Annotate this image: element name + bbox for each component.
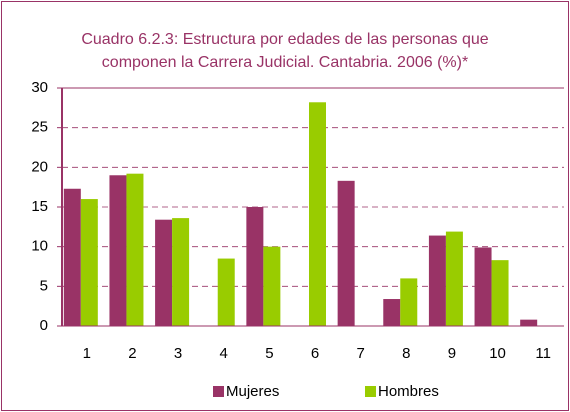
legend-swatch [213, 386, 224, 397]
bar [172, 218, 190, 326]
x-tick-label: 9 [448, 345, 456, 362]
y-tick-label: 5 [40, 277, 48, 294]
bar [217, 258, 235, 326]
bar [63, 188, 81, 326]
x-tick-label: 6 [311, 345, 319, 362]
x-tick-label: 1 [83, 345, 91, 362]
bar [445, 231, 463, 326]
x-tick-label: 7 [356, 345, 364, 362]
y-tick-label: 15 [31, 198, 48, 215]
x-tick-label: 2 [128, 345, 136, 362]
bar [126, 173, 144, 326]
chart-title: Cuadro 6.2.3: Estructura por edades de l… [81, 31, 489, 71]
x-tick-label: 5 [265, 345, 273, 362]
legend-label: Hombres [378, 383, 439, 400]
bar [400, 278, 418, 326]
bar [246, 207, 264, 326]
bar [520, 319, 538, 326]
legend-swatch [365, 386, 376, 397]
bar [109, 175, 127, 326]
bar [337, 180, 355, 326]
legend-label: Mujeres [226, 383, 279, 400]
bar [155, 219, 173, 326]
y-tick-label: 20 [31, 158, 48, 175]
y-tick-label: 0 [40, 317, 48, 334]
y-tick-label: 30 [31, 79, 48, 96]
x-tick-label: 4 [220, 345, 228, 362]
bar [428, 235, 446, 326]
x-tick-label: 3 [174, 345, 182, 362]
x-tick-label: 11 [535, 345, 551, 362]
bar [80, 199, 98, 326]
bar [383, 299, 401, 326]
y-tick-label: 25 [31, 119, 48, 136]
x-tick-label: 8 [402, 345, 410, 362]
x-tick-label: 10 [489, 345, 506, 362]
bar [309, 102, 326, 326]
bar [491, 260, 509, 326]
bar [263, 246, 281, 326]
bar [474, 247, 492, 326]
y-tick-label: 10 [31, 238, 48, 255]
